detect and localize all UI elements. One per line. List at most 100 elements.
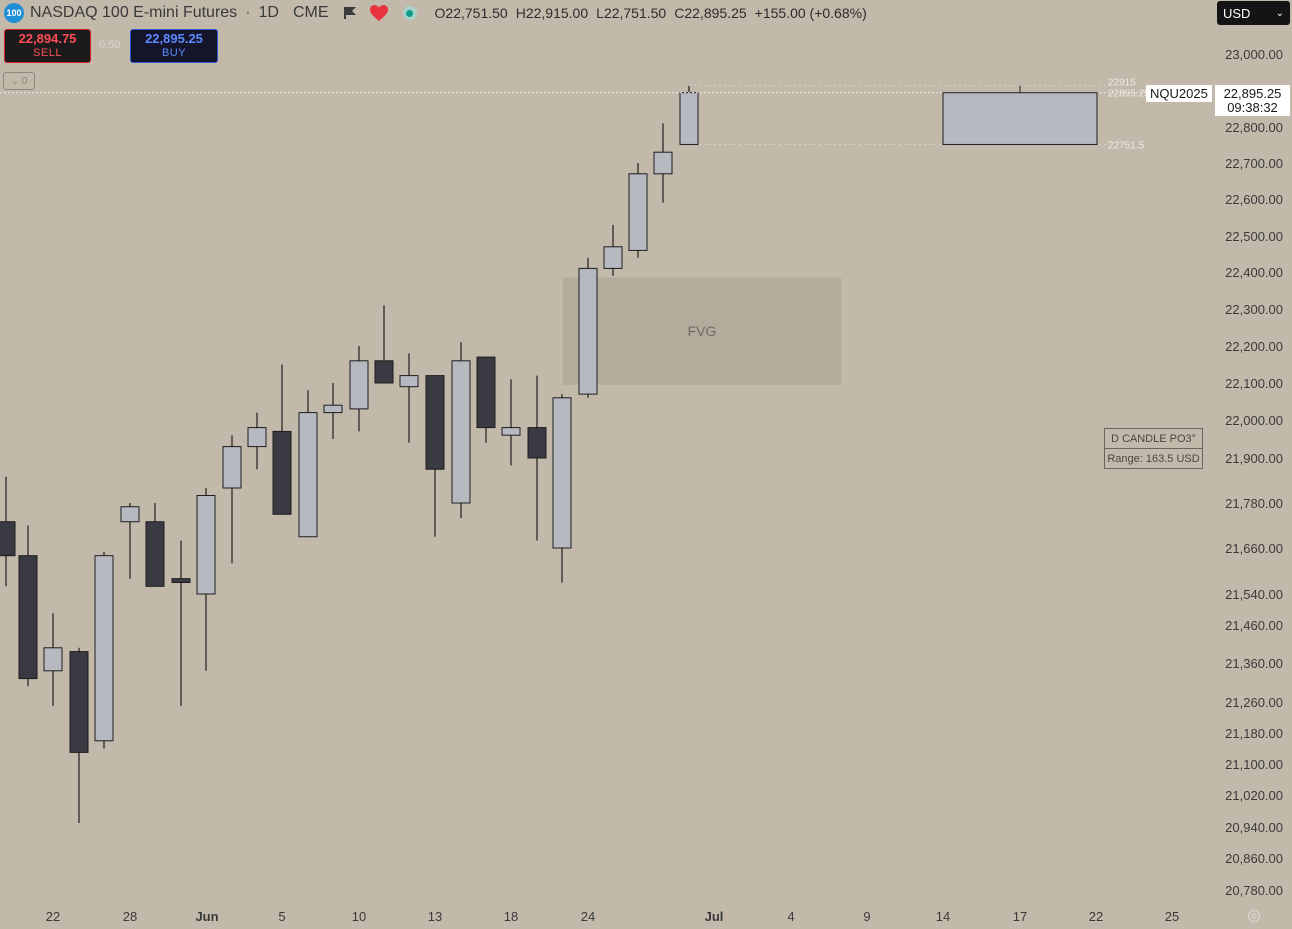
- y-tick-label: 22,400.00: [1225, 265, 1283, 280]
- x-tick-label: 25: [1165, 909, 1179, 924]
- candle-body: [120, 506, 140, 523]
- x-tick-label: 5: [278, 909, 285, 924]
- candle-body: [247, 427, 267, 448]
- po3-title: D CANDLE PO3°: [1110, 432, 1197, 445]
- y-tick-label: 21,260.00: [1225, 695, 1283, 710]
- y-tick-label: 20,860.00: [1225, 851, 1283, 866]
- x-tick-label: 17: [1013, 909, 1027, 924]
- y-tick-label: 20,940.00: [1225, 820, 1283, 835]
- candle[interactable]: [578, 257, 598, 398]
- heart-icon[interactable]: [369, 4, 389, 22]
- candle[interactable]: [69, 647, 89, 823]
- candle[interactable]: [527, 375, 547, 541]
- x-tick-label: 28: [123, 909, 137, 924]
- candle-body: [603, 246, 623, 269]
- y-tick-label: 22,600.00: [1225, 192, 1283, 207]
- exchange-label[interactable]: CME: [292, 4, 329, 21]
- candle[interactable]: [451, 342, 471, 518]
- candle-body: [18, 555, 38, 680]
- candle-body: [298, 412, 318, 538]
- candle[interactable]: [603, 224, 623, 276]
- candle[interactable]: [145, 503, 165, 587]
- open-label: O: [434, 5, 446, 21]
- candle[interactable]: [18, 525, 38, 687]
- interval-label[interactable]: 1D: [258, 4, 279, 21]
- sell-price: 22,894.75: [18, 31, 77, 46]
- po3-info-box: D CANDLE PO3° Range: 163.5 USD: [1104, 428, 1203, 469]
- y-tick-label: 21,540.00: [1225, 587, 1283, 602]
- ohlc-readout: O22,751.50 H22,915.00 L22,751.50 C22,895…: [435, 5, 867, 21]
- candle[interactable]: [399, 353, 419, 443]
- po3-projection-box[interactable]: [942, 92, 1098, 145]
- buy-price: 22,895.25: [145, 31, 203, 46]
- candle-body: [94, 555, 114, 742]
- x-tick-label: 22: [46, 909, 60, 924]
- candle-body: [653, 151, 673, 175]
- candle[interactable]: [425, 375, 445, 537]
- candle[interactable]: [272, 364, 292, 515]
- candle-body: [196, 495, 216, 595]
- candle[interactable]: [94, 551, 114, 749]
- candle[interactable]: [120, 503, 140, 579]
- candle[interactable]: [349, 346, 369, 432]
- y-tick-label: 22,500.00: [1225, 229, 1283, 244]
- symbol-logo-icon[interactable]: 100: [4, 3, 24, 23]
- high-level-label: 22915: [1108, 77, 1136, 88]
- candle[interactable]: [247, 412, 267, 470]
- symbol-title[interactable]: NASDAQ 100 E-mini Futures: [30, 4, 238, 21]
- separator: ·: [245, 4, 251, 21]
- indicators-collapse-button[interactable]: ⌄ 0: [3, 72, 35, 90]
- fvg-zone[interactable]: [563, 277, 841, 385]
- high-value: 22,915.00: [525, 5, 589, 21]
- flag-icon[interactable]: [343, 6, 357, 20]
- candle[interactable]: [476, 356, 496, 443]
- candle[interactable]: [653, 123, 673, 203]
- candle[interactable]: [196, 488, 216, 671]
- x-tick-label: Jun: [195, 909, 218, 924]
- candle[interactable]: [374, 305, 394, 384]
- sell-button[interactable]: 22,894.75 SELL: [4, 29, 91, 63]
- candle-body: [69, 651, 89, 753]
- sell-label: SELL: [33, 47, 62, 59]
- y-tick-label: 22,700.00: [1225, 156, 1283, 171]
- candle[interactable]: [552, 394, 572, 583]
- high-label: H: [515, 5, 526, 21]
- buy-button[interactable]: 22,895.25 BUY: [130, 29, 218, 63]
- low-value: 22,751.50: [603, 5, 667, 21]
- spread-value: 0.50: [99, 39, 121, 51]
- market-status-dot-icon[interactable]: [402, 6, 417, 20]
- y-tick-label: 20,780.00: [1225, 883, 1283, 898]
- candle[interactable]: [171, 540, 191, 706]
- fvg-label: FVG: [688, 323, 717, 339]
- candle[interactable]: [222, 435, 242, 564]
- candle[interactable]: [628, 163, 648, 258]
- x-tick-label: 24: [581, 909, 595, 924]
- candle[interactable]: [298, 390, 318, 538]
- candle-body: [628, 173, 648, 251]
- low-label: L: [596, 5, 604, 21]
- open-value: 22,751.50: [445, 5, 508, 21]
- x-tick-label: 22: [1089, 909, 1103, 924]
- candle[interactable]: [43, 613, 63, 706]
- x-tick-label: 13: [428, 909, 442, 924]
- currency-value: USD: [1223, 5, 1251, 21]
- candle[interactable]: [323, 383, 343, 439]
- currency-select[interactable]: USD ⌄: [1217, 1, 1290, 25]
- candle[interactable]: [501, 379, 521, 466]
- indicator-count: 0: [21, 75, 28, 87]
- y-tick-label: 21,020.00: [1225, 788, 1283, 803]
- candle[interactable]: [679, 85, 699, 145]
- x-tick-label: 9: [863, 909, 870, 924]
- candle-body: [323, 404, 343, 414]
- candle-body: [43, 647, 63, 672]
- x-tick-label: 14: [936, 909, 950, 924]
- y-tick-label: 21,660.00: [1225, 541, 1283, 556]
- candle-body: [578, 267, 598, 395]
- y-tick-label: 21,180.00: [1225, 726, 1283, 741]
- y-tick-label: 22,000.00: [1225, 413, 1283, 428]
- candle-body: [349, 360, 369, 410]
- candle[interactable]: [0, 476, 16, 587]
- settings-icon[interactable]: [1247, 909, 1261, 923]
- y-tick-label: 23,000.00: [1225, 47, 1283, 62]
